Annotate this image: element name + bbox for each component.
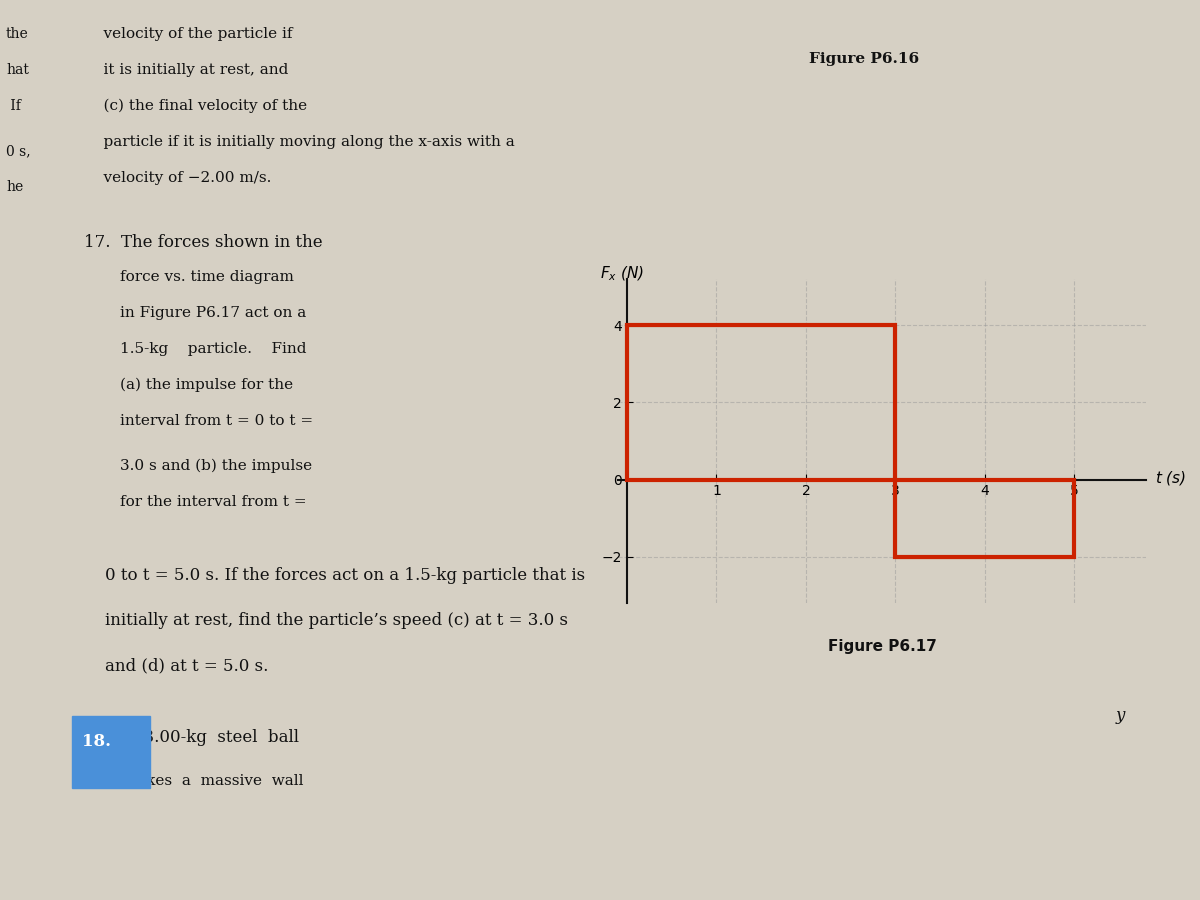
Text: he: he (6, 180, 23, 194)
Text: (c) the final velocity of the: (c) the final velocity of the (84, 99, 307, 113)
Text: hat: hat (6, 63, 29, 77)
Text: 0 s,: 0 s, (6, 144, 31, 158)
Text: Figure P6.16: Figure P6.16 (809, 52, 919, 66)
Text: (a) the impulse for the: (a) the impulse for the (120, 378, 293, 392)
Bar (626, 325, 895, 480)
Text: particle if it is initially moving along the x-axis with a: particle if it is initially moving along… (84, 135, 515, 149)
Text: strikes  a  massive  wall: strikes a massive wall (120, 774, 304, 788)
Text: 0 to t = 5.0 s. If the forces act on a 1.5-kg particle that is: 0 to t = 5.0 s. If the forces act on a 1… (84, 567, 586, 584)
Text: it is initially at rest, and: it is initially at rest, and (84, 63, 288, 77)
Text: y: y (1116, 707, 1126, 724)
Text: and (d) at t = 5.0 s.: and (d) at t = 5.0 s. (84, 657, 269, 674)
Text: for the interval from t =: for the interval from t = (120, 495, 307, 509)
Text: initially at rest, find the particle’s speed (c) at t = 3.0 s: initially at rest, find the particle’s s… (84, 612, 568, 629)
Text: $t$ (s): $t$ (s) (1154, 469, 1186, 487)
Text: in Figure P6.17 act on a: in Figure P6.17 act on a (120, 306, 306, 320)
Text: force vs. time diagram: force vs. time diagram (120, 270, 294, 284)
Text: velocity of the particle if: velocity of the particle if (84, 27, 293, 41)
Text: the: the (6, 27, 29, 41)
Text: 3.0 s and (b) the impulse: 3.0 s and (b) the impulse (120, 459, 312, 473)
Text: 1.5-kg    particle.    Find: 1.5-kg particle. Find (120, 342, 306, 356)
Bar (895, 480, 1074, 557)
Text: 18.: 18. (82, 734, 110, 751)
Text: 18.  A  3.00-kg  steel  ball: 18. A 3.00-kg steel ball (84, 729, 299, 746)
Text: 17.  The forces shown in the: 17. The forces shown in the (84, 234, 323, 251)
Text: velocity of −2.00 m/s.: velocity of −2.00 m/s. (84, 171, 271, 185)
Text: Figure P6.17: Figure P6.17 (828, 639, 936, 654)
Text: If: If (6, 99, 20, 113)
Text: $F_x$ (N): $F_x$ (N) (600, 265, 644, 283)
Text: interval from t = 0 to t =: interval from t = 0 to t = (120, 414, 313, 428)
